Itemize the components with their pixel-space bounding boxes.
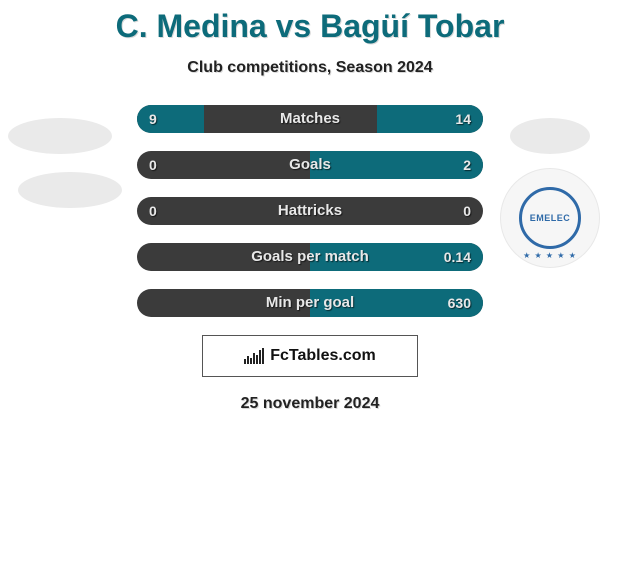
stat-value-right: 14 [455,105,471,133]
stat-row: Goals per match0.14 [137,243,483,271]
stat-row: Hattricks0 0 [137,197,483,225]
site-logo: FcTables.com [202,335,418,377]
subtitle: Club competitions, Season 2024 [0,59,620,77]
site-logo-text: FcTables.com [270,347,376,365]
club-badge-text: EMELEC [530,213,571,223]
club-badge-right: EMELEC ★ ★ ★ ★ ★ [500,168,600,268]
stat-value-right: 0 [463,197,471,225]
stat-value-right: 0.14 [444,243,471,271]
stat-row: Goals0 2 [137,151,483,179]
stat-label: Goals per match [137,243,483,271]
stat-label: Matches [137,105,483,133]
stat-value-right: 630 [448,289,471,317]
stat-label: Hattricks [137,197,483,225]
stat-value-left: 9 [149,105,157,133]
stat-label: Goals [137,151,483,179]
stat-value-left: 0 [149,197,157,225]
date-text: 25 november 2024 [0,395,620,413]
stat-value-right: 2 [463,151,471,179]
stat-label: Min per goal [137,289,483,317]
player-right-avatar [510,118,590,154]
club-badge-stars: ★ ★ ★ ★ ★ [522,251,578,260]
stat-value-left: 0 [149,151,157,179]
chart-icon [244,348,264,364]
stat-row: Min per goal630 [137,289,483,317]
player-left-avatar-2 [18,172,122,208]
player-left-avatar-1 [8,118,112,154]
stat-row: Matches9 14 [137,105,483,133]
page-title: C. Medina vs Bagüí Tobar [0,0,620,45]
